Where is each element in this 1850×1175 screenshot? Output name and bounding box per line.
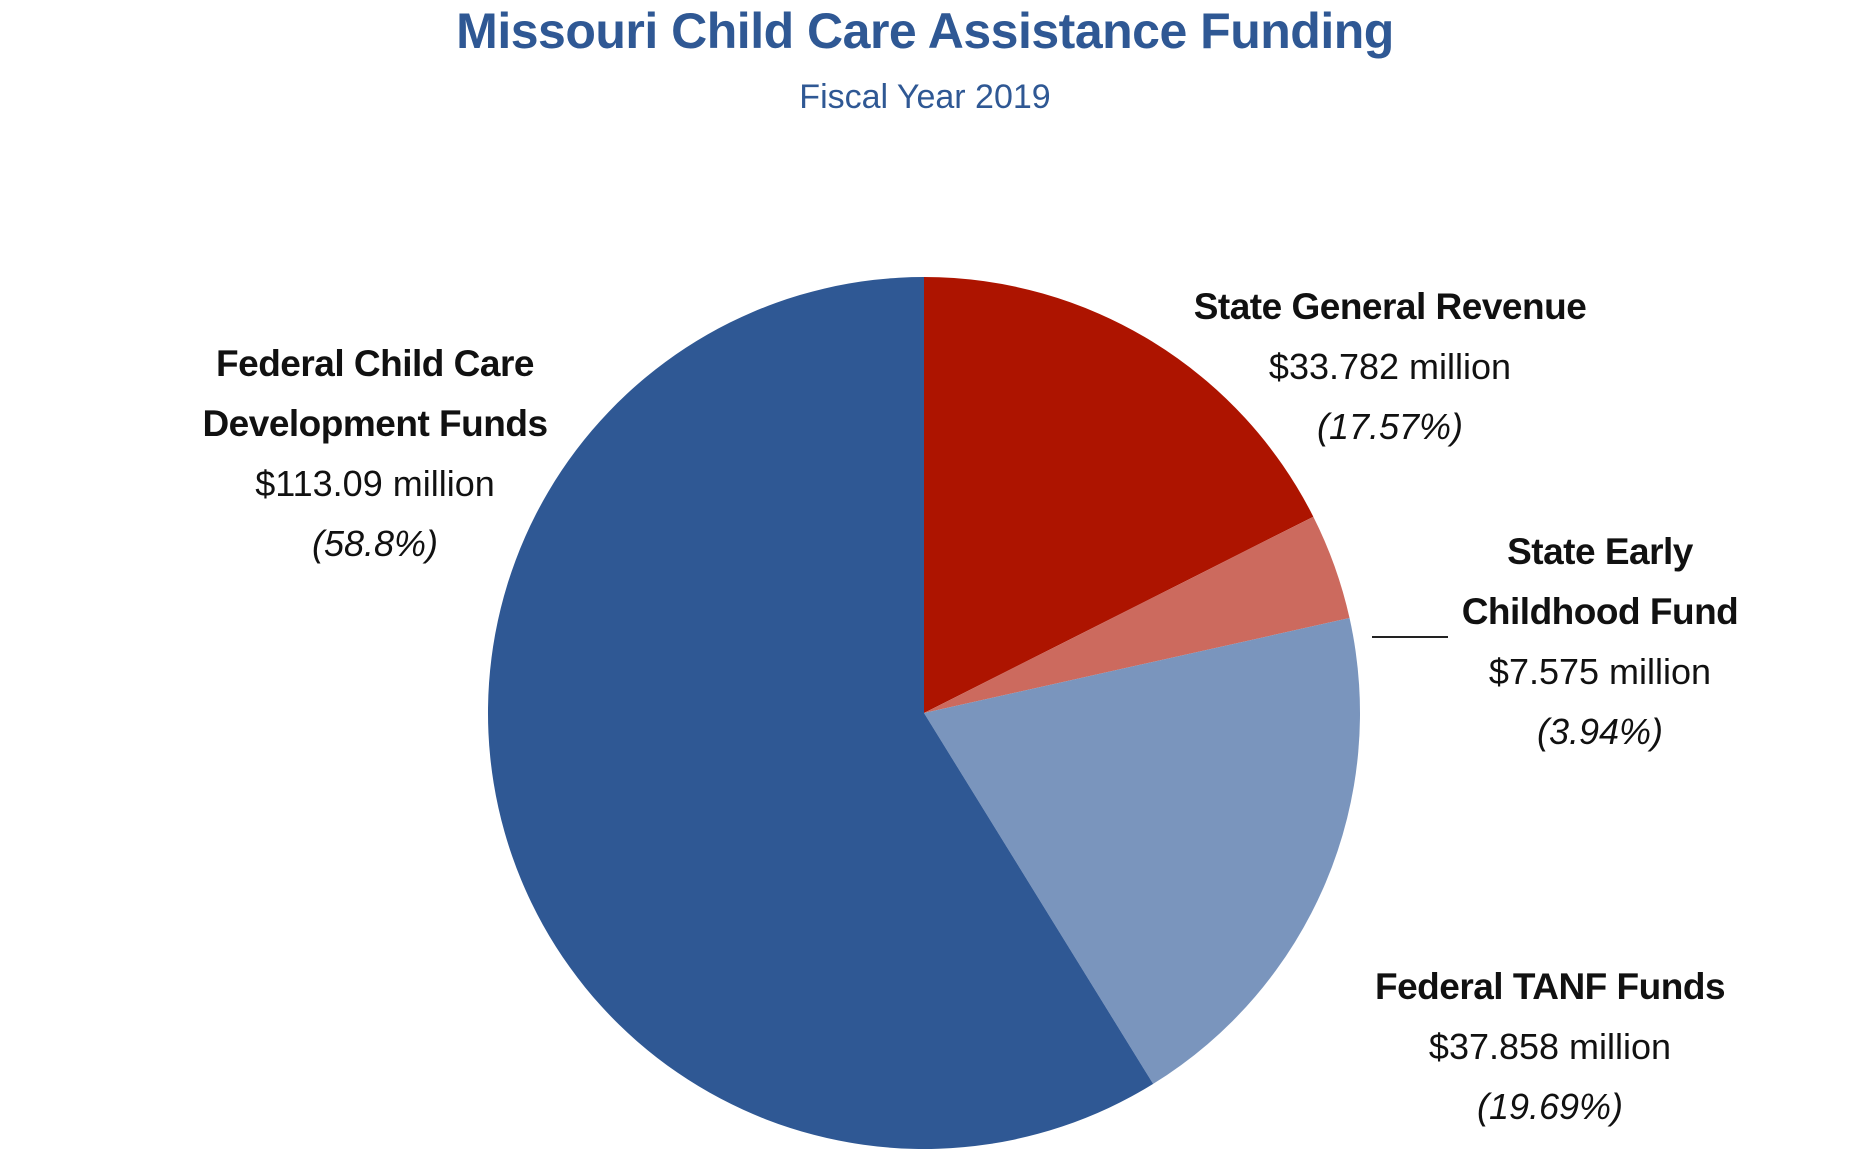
slice-label-state-general-revenue: State General Revenue $33.782 million (1… bbox=[1170, 277, 1610, 457]
slice-percent: (58.8%) bbox=[311, 523, 439, 564]
chart-subtitle: Fiscal Year 2019 bbox=[799, 78, 1051, 116]
slice-name-line: Development Funds bbox=[202, 403, 548, 444]
pie-slice-federal-tanf-funds bbox=[924, 618, 1361, 1084]
chart-title: Missouri Child Care Assistance Funding bbox=[456, 3, 1394, 59]
slice-percent: (19.69%) bbox=[1476, 1086, 1624, 1127]
slice-name-line: Childhood Fund bbox=[1461, 591, 1739, 632]
slice-amount: $113.09 million bbox=[255, 463, 495, 504]
slice-percent: (17.57%) bbox=[1316, 406, 1464, 447]
slice-amount: $37.858 million bbox=[1428, 1026, 1672, 1067]
slice-amount: $33.782 million bbox=[1268, 346, 1512, 387]
slice-amount: $7.575 million bbox=[1488, 651, 1712, 692]
pie-slices bbox=[487, 276, 1361, 1149]
slice-name-line: Federal Child Care bbox=[216, 343, 534, 384]
slice-label-state-early-childhood-fund: State Early Childhood Fund $7.575 millio… bbox=[1440, 522, 1760, 762]
slice-name-line: State Early bbox=[1507, 531, 1693, 572]
slice-label-federal-child-care-development-funds: Federal Child Care Development Funds $11… bbox=[165, 334, 585, 574]
slice-percent: (3.94%) bbox=[1536, 711, 1664, 752]
slice-name-line: State General Revenue bbox=[1193, 286, 1587, 327]
slice-label-federal-tanf-funds: Federal TANF Funds $37.858 million (19.6… bbox=[1320, 957, 1780, 1137]
pie-slice-state-general-revenue bbox=[924, 277, 1314, 713]
pie-slice-federal-child-care-development-funds bbox=[487, 276, 1154, 1149]
pie-slice-state-early-childhood-fund bbox=[924, 516, 1350, 713]
slice-name-line: Federal TANF Funds bbox=[1374, 966, 1726, 1007]
